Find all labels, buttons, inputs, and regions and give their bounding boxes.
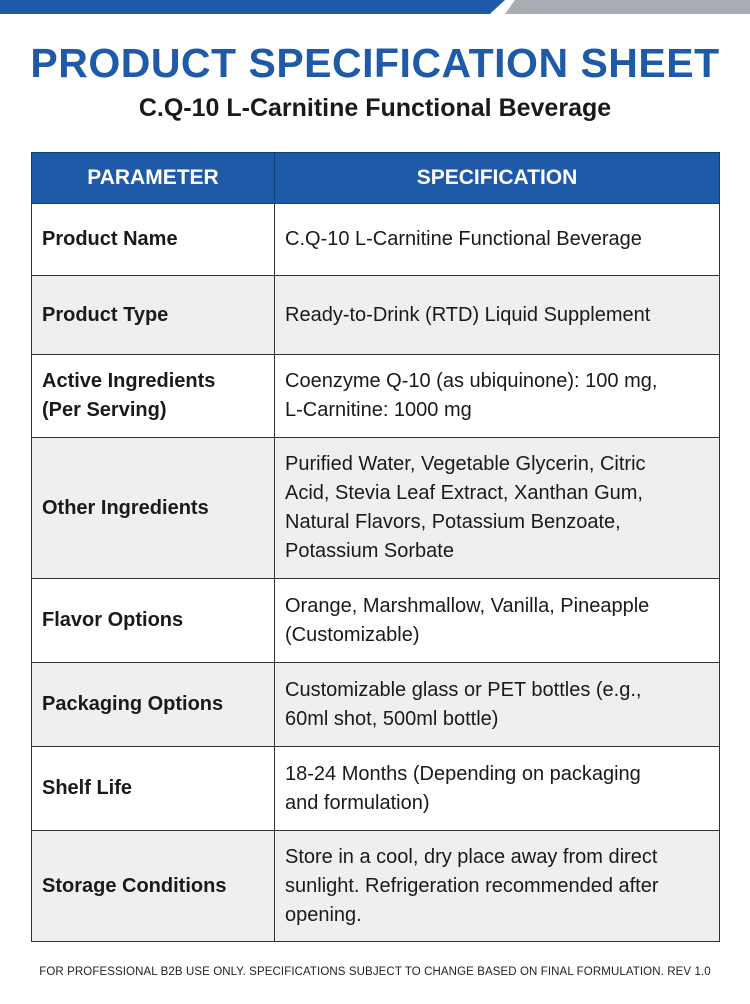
parameter-cell: Storage Conditions: [31, 830, 275, 942]
parameter-label: Storage Conditions: [42, 874, 227, 897]
table-row: Storage Conditions Store in a cool, dry p…: [31, 830, 720, 942]
column-header-parameter: PARAMETER: [31, 152, 275, 204]
specification-value: Orange, Marshmallow, Vanilla, Pineapple: [285, 594, 650, 617]
specification-value: Ready-to-Drink (RTD) Liquid Supplement: [285, 303, 651, 326]
specification-value: 60ml shot, 500ml bottle): [285, 707, 499, 730]
table-row: Flavor Options Orange, Marshmallow, Vanil…: [31, 578, 720, 663]
parameter-label: Flavor Options: [42, 609, 184, 631]
top-stripe: [0, 0, 750, 14]
footer-note: FOR PROFESSIONAL B2B USE ONLY. SPECIFICA…: [39, 966, 711, 978]
column-header-specification: SPECIFICATION: [274, 152, 720, 204]
specification-value: 18-24 Months (Depending on packaging: [285, 762, 641, 785]
specification-value: and formulation): [285, 791, 430, 814]
specification-value: Store in a cool, dry place away from dir…: [285, 845, 658, 868]
table-row: Active Ingredients (Per Serving) Coenzyme …: [31, 354, 720, 438]
spec-table: PARAMETER SPECIFICATION Product Name C.Q-…: [31, 152, 720, 942]
parameter-label: Active Ingredients: [42, 370, 216, 392]
specification-value: Purified Water, Vegetable Glycerin, Citr…: [285, 453, 646, 475]
specification-cell: C.Q-10 L-Carnitine Functional Beverage: [274, 203, 720, 276]
parameter-cell: Product Name: [31, 203, 275, 276]
spec-table-body: Product Name C.Q-10 L-Carnitine Functiona…: [31, 203, 720, 942]
specification-value: Coenzyme Q-10 (as ubiquinone): 100 mg,: [285, 370, 658, 392]
specification-value: (Customizable): [285, 623, 420, 646]
specification-value: opening.: [285, 903, 362, 926]
specification-value: sunlight. Refrigeration recommended afte…: [285, 874, 659, 897]
table-row: Other Ingredients Purified Water, Vegetab…: [31, 437, 720, 579]
specification-value: Acid, Stevia Leaf Extract, Xanthan Gum,: [285, 482, 643, 504]
page-subtitle: C.Q-10 L-Carnitine Functional Beverage: [138, 94, 612, 122]
top-stripe-gray: [505, 0, 750, 14]
parameter-cell: Flavor Options: [31, 578, 275, 663]
parameter-cell: Product Type: [31, 275, 275, 355]
parameter-label: (Per Serving): [42, 399, 167, 421]
specification-cell: Purified Water, Vegetable Glycerin, Citr…: [274, 437, 720, 579]
specification-cell: Ready-to-Drink (RTD) Liquid Supplement: [274, 275, 720, 355]
table-row: Shelf Life 18-24 Months (Depending on pac…: [31, 746, 720, 831]
table-row: Product Name C.Q-10 L-Carnitine Functiona…: [31, 203, 720, 276]
page-title: PRODUCT SPECIFICATION SHEET: [30, 40, 720, 86]
top-stripe-blue: [0, 0, 505, 14]
specification-cell: Coenzyme Q-10 (as ubiquinone): 100 mg, L-…: [274, 354, 720, 438]
table-row: Product Type Ready-to-Drink (RTD) Liquid …: [31, 275, 720, 355]
specification-cell: 18-24 Months (Depending on packaging and …: [274, 746, 720, 831]
parameter-cell: Packaging Options: [31, 662, 275, 747]
parameter-label: Product Name: [42, 228, 178, 250]
specification-cell: Store in a cool, dry place away from dir…: [274, 830, 720, 942]
parameter-label: Shelf Life: [42, 777, 133, 799]
specification-cell: Orange, Marshmallow, Vanilla, Pineapple (…: [274, 578, 720, 663]
parameter-label: Other Ingredients: [42, 496, 209, 519]
specification-value: Natural Flavors, Potassium Benzoate,: [285, 511, 621, 533]
parameter-label: Product Type: [42, 303, 169, 326]
parameter-cell: Active Ingredients (Per Serving): [31, 354, 275, 438]
specification-value: L-Carnitine: 1000 mg: [285, 399, 472, 421]
parameter-cell: Shelf Life: [31, 746, 275, 831]
specification-cell: Customizable glass or PET bottles (e.g.,…: [274, 662, 720, 747]
table-row: Packaging Options Customizable glass or P…: [31, 662, 720, 747]
parameter-cell: Other Ingredients: [31, 437, 275, 579]
specification-value: Potassium Sorbate: [285, 540, 454, 562]
table-header-row: PARAMETER SPECIFICATION: [31, 152, 720, 204]
parameter-label: Packaging Options: [42, 693, 224, 715]
specification-value: C.Q-10 L-Carnitine Functional Beverage: [285, 228, 642, 250]
specification-value: Customizable glass or PET bottles (e.g.,: [285, 678, 642, 701]
